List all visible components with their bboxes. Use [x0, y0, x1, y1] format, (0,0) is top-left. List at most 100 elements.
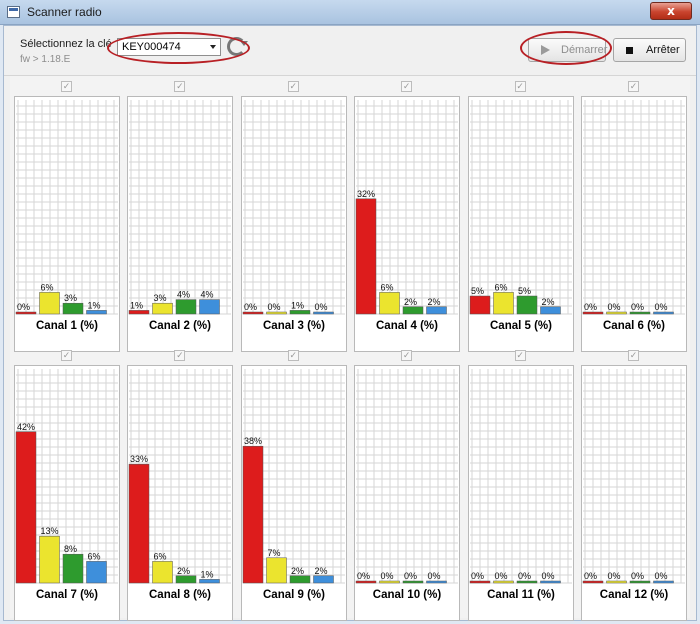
channel-1-checkbox[interactable]: ✓	[61, 81, 72, 92]
bar-value-label: 0%	[494, 571, 507, 581]
bar	[62, 553, 84, 584]
bar-value-label: 2%	[314, 566, 327, 576]
bar-value-label: 0%	[631, 571, 644, 581]
firmware-version: fw > 1.18.E	[20, 54, 71, 65]
channel-9-checkbox[interactable]: ✓	[287, 350, 299, 361]
channel-12: ✓ 0% 0% 0% 0% Canal 12 (%)	[581, 345, 687, 621]
channel-2: ✓ 1% 3% 4% 4% Canal 2 (%)	[127, 76, 234, 352]
bar-value-label: 6%	[41, 282, 54, 292]
bar	[129, 310, 150, 315]
channels-area: ✓ 0% 6% 3% 1% Canal 1 (%) ✓ 1% 3% 4% 4% Canal 2 (%)…	[10, 76, 690, 621]
bar-value-label: 6%	[381, 282, 394, 292]
bar	[289, 575, 311, 584]
bar	[355, 198, 377, 315]
bar	[199, 299, 221, 315]
channel-4-chart: 32% 6% 2% 2% Canal 4 (%)	[354, 96, 461, 352]
bar	[516, 295, 537, 315]
channel-6-checkbox[interactable]: ✓	[628, 81, 639, 92]
bar-value-label: 0%	[17, 302, 30, 312]
window-title: Scanner radio	[27, 5, 102, 19]
bar	[62, 302, 84, 315]
bar	[492, 292, 514, 315]
channel-8-checkbox[interactable]: ✓	[174, 350, 186, 361]
channel-title: Canal 4 (%)	[376, 320, 438, 332]
channel-5-checkbox[interactable]: ✓	[514, 81, 526, 92]
channel-10-checkbox[interactable]: ✓	[401, 350, 413, 361]
channel-10-chart: 0% 0% 0% 0%Canal 10 (%)	[354, 365, 461, 621]
channel-title: Canal 2 (%)	[149, 320, 211, 332]
bar-value-label: 0%	[471, 571, 484, 581]
channel-title: Canal 7 (%)	[36, 589, 98, 601]
bar-value-label: 1%	[291, 300, 304, 310]
window-body: Sélectionnez la clé fw > 1.18.E KEY00047…	[3, 25, 697, 621]
bar	[266, 557, 287, 584]
channel-4-checkbox[interactable]: ✓	[401, 81, 413, 92]
start-highlight-annotation	[520, 31, 612, 65]
channel-3-checkbox[interactable]: ✓	[287, 81, 299, 92]
bar	[539, 580, 561, 584]
bar	[242, 445, 264, 584]
bar	[582, 580, 604, 584]
bar	[176, 299, 197, 315]
bar-value-label: 0%	[267, 302, 280, 312]
bar-value-label: 6%	[88, 551, 101, 561]
stop-button[interactable]: Arrêter	[613, 38, 686, 62]
key-select-label: Sélectionnez la clé	[20, 38, 112, 50]
bar	[129, 463, 150, 584]
channel-title: Canal 5 (%)	[490, 320, 552, 332]
bar	[516, 580, 537, 584]
bar-value-label: 0%	[381, 571, 394, 581]
bar-value-label: 1%	[88, 300, 101, 310]
close-button[interactable]: x	[650, 2, 692, 20]
channel-11-chart: 0% 0% 0% 0%Canal 11 (%)	[467, 365, 574, 621]
bar	[152, 561, 174, 584]
bar	[152, 302, 174, 315]
bar-value-label: 0%	[655, 571, 668, 581]
bar-value-label: 2%	[291, 566, 304, 576]
bar-value-label: 0%	[584, 302, 597, 312]
channel-2-checkbox[interactable]: ✓	[174, 81, 186, 92]
channel-title: Canal 11 (%)	[487, 589, 555, 601]
channel-8: ✓ 33% 6% 2% 1% Canal 8 (%)	[127, 345, 234, 621]
bar-value-label: 2%	[428, 297, 441, 307]
bar-value-label: 7%	[267, 548, 280, 558]
bar-value-label: 0%	[608, 302, 621, 312]
channel-title: Canal 8 (%)	[149, 589, 211, 601]
bar-value-label: 2%	[404, 297, 417, 307]
channel-9-chart: 38% 7% 2% 2% Canal 9 (%)	[240, 365, 347, 621]
channel-3-chart: 0% 0% 1% 0% Canal 3 (%)	[240, 96, 347, 352]
chart-frame	[467, 365, 574, 621]
bar-value-label: 0%	[631, 302, 644, 312]
bar	[266, 311, 287, 315]
app-icon	[7, 6, 20, 18]
channel-6: ✓ 0% 0% 0% 0% Canal 6 (%)	[581, 76, 687, 352]
channel-11-checkbox[interactable]: ✓	[514, 350, 526, 361]
bar	[402, 306, 424, 315]
bar-value-label: 5%	[518, 286, 531, 296]
bar	[39, 292, 60, 315]
bar	[539, 306, 561, 315]
title-bar: Scanner radio x	[0, 0, 700, 25]
bar	[86, 310, 107, 315]
bar	[426, 306, 447, 315]
channel-8-chart: 33% 6% 2% 1% Canal 8 (%)	[127, 365, 234, 621]
stop-button-label: Arrêter	[646, 44, 680, 56]
bar-value-label: 33%	[130, 454, 148, 464]
chart-frame	[240, 96, 347, 352]
stop-icon	[626, 47, 633, 54]
bar-value-label: 13%	[41, 526, 59, 536]
channel-7-checkbox[interactable]: ✓	[61, 350, 72, 361]
bar	[242, 311, 264, 315]
bar-value-label: 2%	[541, 297, 554, 307]
bar	[176, 575, 197, 584]
channel-title: Canal 6 (%)	[603, 320, 665, 332]
chart-frame	[354, 365, 461, 621]
channel-5: ✓ 5% 6% 5% 2% Canal 5 (%)	[467, 76, 574, 352]
channel-1-chart: 0% 6% 3% 1% Canal 1 (%)	[14, 96, 120, 352]
channel-4: ✓ 32% 6% 2% 2% Canal 4 (%)	[354, 76, 461, 352]
channel-3: ✓ 0% 0% 1% 0% Canal 3 (%)	[240, 76, 347, 352]
bar-value-label: 0%	[244, 302, 257, 312]
bar	[469, 295, 490, 315]
bar-value-label: 0%	[541, 571, 554, 581]
channel-12-checkbox[interactable]: ✓	[628, 350, 639, 361]
